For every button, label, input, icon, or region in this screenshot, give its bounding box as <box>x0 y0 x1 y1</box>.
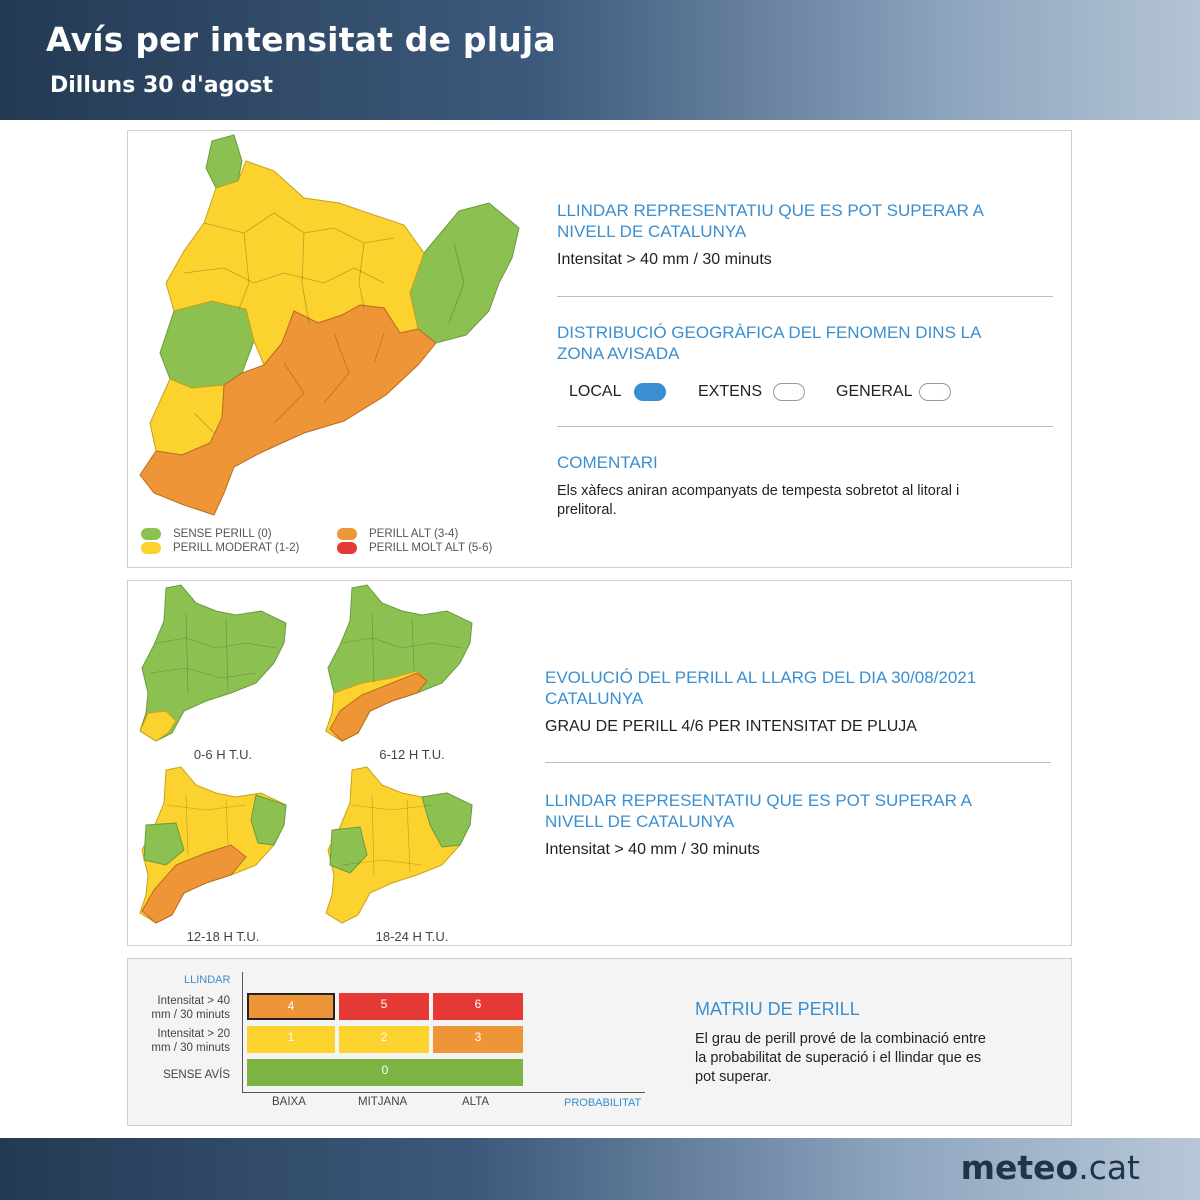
matrix-title: MATRIU DE PERILL <box>695 999 860 1019</box>
matrix-row-label-40: Intensitat > 40 mm / 30 minuts <box>130 994 230 1022</box>
evolution-panel: 0-6 H T.U. 6-12 H T.U. 12-18 H T.U. 18-2… <box>127 580 1072 946</box>
threshold-title: LLINDAR REPRESENTATIU QUE ES POT SUPERAR… <box>557 200 984 242</box>
brand-logo: meteo.cat <box>961 1148 1140 1187</box>
catalonia-map-18-24 <box>325 766 473 924</box>
map-region-green-north <box>205 134 243 189</box>
map-region-green-northeast <box>409 202 520 344</box>
matrix-cell-4: 4 <box>247 993 335 1020</box>
legend-swatch <box>337 528 357 540</box>
comment-title: COMENTARI <box>557 453 658 472</box>
catalonia-map-12-18 <box>139 766 287 924</box>
matrix-cell-5: 5 <box>339 993 429 1020</box>
page-title: Avís per intensitat de pluja <box>46 20 556 59</box>
evolution-title-line: CATALUNYA <box>545 689 644 708</box>
legend-label: PERILL ALT (3-4) <box>369 528 459 541</box>
distribution-toggle-general[interactable] <box>919 383 951 401</box>
evolution-title-line: EVOLUCIÓ DEL PERILL AL LLARG DEL DIA 30/… <box>545 668 977 687</box>
row-label-line: Intensitat > 40 <box>157 995 230 1007</box>
threshold-title-2: LLINDAR REPRESENTATIU QUE ES POT SUPERAR… <box>545 790 972 832</box>
catalonia-map-6-12 <box>325 584 473 742</box>
warning-panel: SENSE PERILL (0) PERILL MODERAT (1-2) PE… <box>127 130 1072 568</box>
matrix-cell-6: 6 <box>433 993 523 1020</box>
legend-item-perill-moderat: PERILL MODERAT (1-2) <box>141 542 299 554</box>
legend-item-perill-alt: PERILL ALT (3-4) <box>337 528 458 540</box>
matrix-cell-1: 1 <box>247 1026 335 1053</box>
divider <box>557 426 1053 427</box>
brand-logo-bold: meteo <box>960 1148 1079 1187</box>
matrix-row-label-20: Intensitat > 20 mm / 30 minuts <box>130 1027 230 1055</box>
threshold-title-line: NIVELL DE CATALUNYA <box>545 812 735 831</box>
brand-logo-light: .cat <box>1078 1148 1140 1187</box>
threshold-title-line: LLINDAR REPRESENTATIU QUE ES POT SUPERAR… <box>545 791 972 810</box>
threshold-text-2: Intensitat > 40 mm / 30 minuts <box>545 841 760 858</box>
footer-band: meteo.cat <box>0 1138 1200 1200</box>
distribution-toggle-extens[interactable] <box>773 383 805 401</box>
threshold-text: Intensitat > 40 mm / 30 minuts <box>557 251 772 268</box>
matrix-description: El grau de perill prové de la combinació… <box>695 1030 986 1087</box>
distribution-toggle-local[interactable] <box>634 383 666 401</box>
matrix-description-line: El grau de perill prové de la combinació… <box>695 1031 986 1047</box>
row-label-line: mm / 30 minuts <box>151 1042 230 1054</box>
matrix-x-label-mitjana: MITJANA <box>358 1096 408 1108</box>
matrix-y-axis <box>242 972 243 1092</box>
map-region-orange <box>139 304 437 516</box>
matrix-row-label-none: SENSE AVÍS <box>163 1069 230 1081</box>
legend-swatch <box>141 528 161 540</box>
row-label-line: mm / 30 minuts <box>151 1009 230 1021</box>
legend-item-perill-molt-alt: PERILL MOLT ALT (5-6) <box>337 542 492 554</box>
comment-line: prelitoral. <box>557 502 617 518</box>
distribution-title-line: ZONA AVISADA <box>557 344 680 363</box>
matrix-cell-0: 0 <box>247 1059 523 1086</box>
map-label-18-24: 18-24 H T.U. <box>375 929 449 944</box>
matrix-y-title: LLINDAR <box>184 974 231 986</box>
comment-text: Els xàfecs aniran acompanyats de tempest… <box>557 482 959 520</box>
map-label-6-12: 6-12 H T.U. <box>379 747 445 762</box>
divider <box>557 296 1053 297</box>
legend-swatch <box>141 542 161 554</box>
legend-label: SENSE PERILL (0) <box>173 528 272 541</box>
row-label-line: Intensitat > 20 <box>157 1028 230 1040</box>
evolution-text: GRAU DE PERILL 4/6 PER INTENSITAT DE PLU… <box>545 718 917 735</box>
matrix-x-axis <box>242 1092 645 1093</box>
page-subtitle: Dilluns 30 d'agost <box>50 73 274 98</box>
map-label-0-6: 0-6 H T.U. <box>193 747 253 762</box>
threshold-title-line: NIVELL DE CATALUNYA <box>557 222 747 241</box>
risk-matrix-panel: LLINDAR Intensitat > 40 mm / 30 minuts I… <box>127 958 1072 1126</box>
matrix-description-line: pot superar. <box>695 1069 772 1085</box>
threshold-title-line: LLINDAR REPRESENTATIU QUE ES POT SUPERAR… <box>557 201 984 220</box>
legend-label: PERILL MOLT ALT (5-6) <box>369 542 493 555</box>
map-label-12-18: 12-18 H T.U. <box>186 929 260 944</box>
matrix-x-label-baixa: BAIXA <box>272 1096 306 1108</box>
legend-label: PERILL MODERAT (1-2) <box>173 542 300 555</box>
matrix-x-label-alta: ALTA <box>462 1096 490 1108</box>
evolution-title: EVOLUCIÓ DEL PERILL AL LLARG DEL DIA 30/… <box>545 667 976 709</box>
matrix-cell-3: 3 <box>433 1026 523 1053</box>
header-band: Avís per intensitat de pluja Dilluns 30 … <box>0 0 1200 120</box>
legend-swatch <box>337 542 357 554</box>
distribution-label-extens: EXTENS <box>698 383 763 400</box>
catalonia-map-main <box>139 134 520 516</box>
matrix-description-line: la probabilitat de superació i el llinda… <box>695 1050 982 1066</box>
matrix-cell-2: 2 <box>339 1026 429 1053</box>
comment-line: Els xàfecs aniran acompanyats de tempest… <box>557 483 960 499</box>
distribution-title: DISTRIBUCIÓ GEOGRÀFICA DEL FENOMEN DINS … <box>557 322 981 364</box>
divider <box>545 762 1051 763</box>
distribution-title-line: DISTRIBUCIÓ GEOGRÀFICA DEL FENOMEN DINS … <box>557 323 982 342</box>
legend-item-sense-perill: SENSE PERILL (0) <box>141 528 272 540</box>
matrix-x-title: PROBABILITAT <box>564 1097 642 1109</box>
catalonia-map-0-6 <box>139 584 287 742</box>
distribution-label-general: GENERAL <box>836 383 913 400</box>
distribution-label-local: LOCAL <box>569 383 622 400</box>
